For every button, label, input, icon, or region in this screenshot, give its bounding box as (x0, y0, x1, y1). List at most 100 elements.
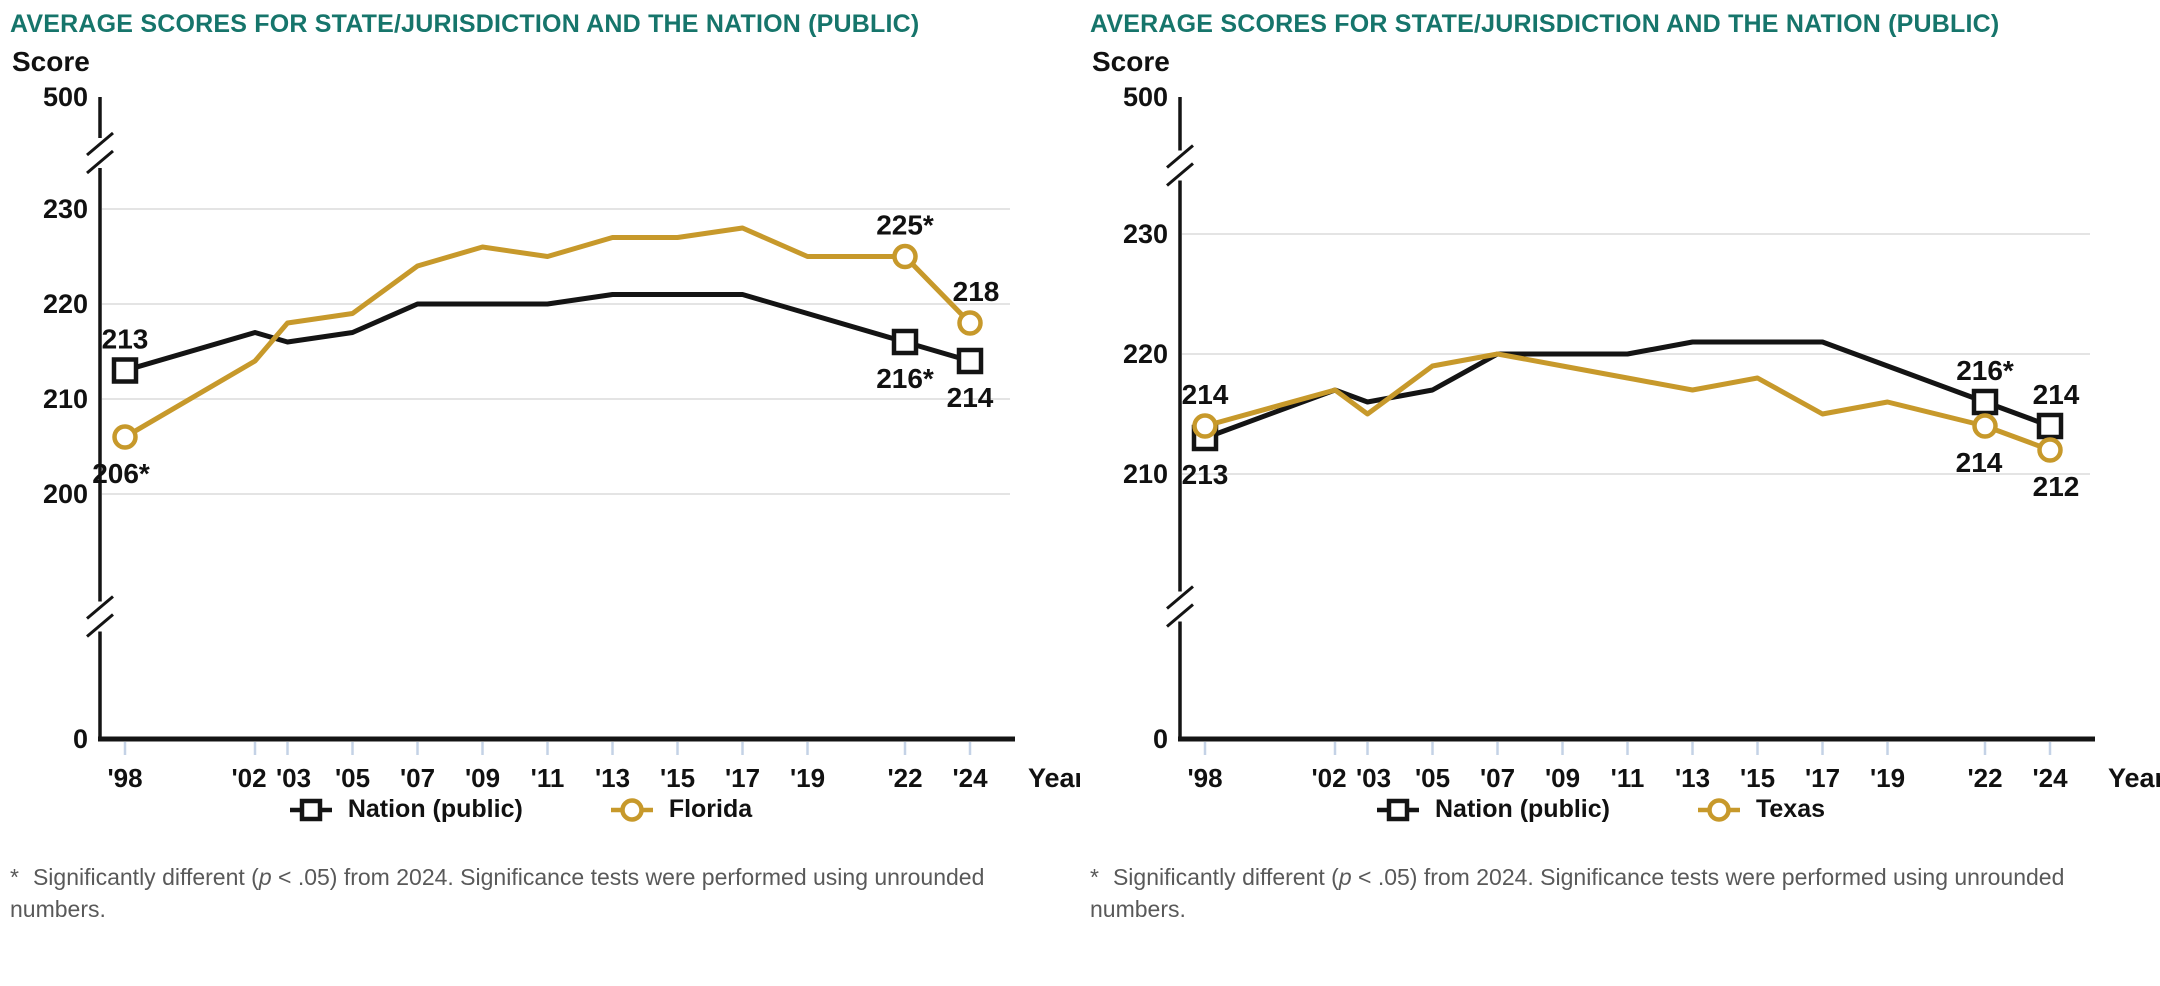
nation-line (124, 291, 971, 373)
nation-square-marker-icon (1376, 798, 1419, 821)
annotation-nation-1998: 213 (102, 323, 149, 354)
annotation-nation-2022: 216* (1956, 355, 2014, 386)
x-tick-label-2022: '22 (1967, 763, 2002, 789)
y-tick-label-220: 220 (43, 289, 88, 319)
florida-chart: '98 '02 '03 '05 '07 '09 '11 '13 '15 '17 '19 '22 '24 Y… (0, 39, 1086, 793)
x-axis-title: Year (2108, 763, 2160, 789)
x-tick-label-2009: '09 (465, 763, 500, 789)
texas-line (1204, 351, 2051, 453)
x-tick-label-2017: '17 (1805, 763, 1840, 789)
nation-marker-1998 (111, 357, 139, 384)
legend-label-florida: Florida (668, 795, 753, 824)
florida-chart-svg: '98 '02 '03 '05 '07 '09 '11 '13 '15 '17 '19 '22 '24 Y… (12, 46, 1086, 793)
y-tick-label-500: 500 (1123, 82, 1168, 112)
x-tick-label-2002: '02 (1311, 763, 1346, 789)
legend-item-nation: Nation (public) (1375, 795, 1610, 824)
x-tick-label-2024: '24 (2032, 763, 2068, 789)
x-tick-label-2011: '11 (531, 763, 565, 789)
nation-square-marker-icon (289, 798, 332, 821)
legend-item-nation: Nation (public) (288, 795, 523, 824)
footnote: * Significantly different (p < .05) from … (10, 861, 1040, 926)
x-tick-label-2015: '15 (1740, 763, 1775, 789)
axis-break-mark-1-1 (86, 613, 114, 638)
y-tick-label-0: 0 (1153, 724, 1168, 754)
florida-line (123, 225, 972, 439)
x-tick-label-1998: '98 (1187, 763, 1222, 789)
x-tick-label-2002: '02 (231, 763, 266, 789)
y-tick-label-230: 230 (43, 194, 88, 224)
y-tick-label-500: 500 (43, 82, 88, 112)
axis-break-mark-1-0 (1166, 585, 1194, 610)
x-tick-label-2022: '22 (887, 763, 922, 789)
nation-marker-2022 (1971, 388, 1999, 415)
nation-line (1204, 339, 2051, 441)
x-tick-label-2007: '07 (1480, 763, 1515, 789)
significance-star: * (10, 863, 19, 890)
y-tick-label-210: 210 (43, 384, 88, 414)
annotation-nation-2022: 216* (876, 363, 934, 394)
axis-break-mark-0-0 (1166, 144, 1194, 169)
texas-chart-svg: '98 '02 '03 '05 '07 '09 '11 '13 '15 '17 '19 '22 '24 Y… (1092, 46, 2160, 793)
x-tick-label-2019: '19 (1870, 763, 1905, 789)
x-tick-label-2017: '17 (725, 763, 760, 789)
annotation-texas-2022: 214 (1956, 447, 2003, 478)
annotation-texas-2024: 212 (2033, 471, 2080, 502)
footnote: * Significantly different (p < .05) from … (1090, 861, 2120, 926)
x-tick-label-2019: '19 (790, 763, 825, 789)
footnote-text: Significantly different (p < .05) from 2… (1090, 863, 2065, 923)
x-tick-label-2015: '15 (660, 763, 695, 789)
chart-title: AVERAGE SCORES FOR STATE/JURISDICTION AN… (1090, 10, 2000, 38)
x-tick-label-2007: '07 (400, 763, 435, 789)
chart-panel-texas: AVERAGE SCORES FOR STATE/JURISDICTION AN… (1080, 0, 2160, 986)
annotation-florida-2022: 225* (876, 209, 934, 240)
axis-break-mark-0-0 (86, 131, 114, 156)
x-tick-label-1998: '98 (107, 763, 142, 789)
chart-panel-florida: AVERAGE SCORES FOR STATE/JURISDICTION AN… (0, 10, 1086, 926)
x-tick-label-2005: '05 (335, 763, 370, 789)
axis-break-mark-0-1 (86, 149, 114, 174)
legend-item-texas: Texas (1696, 795, 1825, 824)
chart-title: AVERAGE SCORES FOR STATE/JURISDICTION AN… (10, 10, 920, 38)
texas-circle-marker-icon (1697, 798, 1740, 822)
x-tick-label-2003: '03 (276, 763, 311, 789)
x-tick-label-2005: '05 (1415, 763, 1450, 789)
x-axis-title: Year (1028, 763, 1080, 789)
axis-break-mark-0-1 (1166, 162, 1194, 187)
y-axis-title: Score (1092, 46, 1170, 77)
y-tick-label-0: 0 (73, 724, 88, 754)
x-tick-label-2009: '09 (1545, 763, 1580, 789)
legend-florida-chart: Nation (public) Florida (0, 793, 1060, 827)
legend-texas-chart: Nation (public) Texas (1060, 793, 2140, 827)
legend-label-nation: Nation (public) (1434, 795, 1610, 824)
florida-marker-2022 (892, 243, 918, 269)
annotation-florida-1998: 206* (92, 458, 150, 489)
florida-circle-marker-icon (610, 798, 653, 822)
florida-marker-1998 (112, 424, 138, 450)
significance-star: * (1090, 863, 1099, 890)
y-tick-label-210: 210 (1123, 459, 1168, 489)
texas-marker-2022 (1972, 413, 1998, 439)
annotation-nation-2024: 214 (2033, 379, 2080, 410)
axis-break-mark-1-1 (1166, 603, 1194, 628)
x-tick-label-2013: '13 (595, 763, 630, 789)
annotation-florida-2024: 218 (953, 276, 1000, 307)
annotation-nation-1998: 213 (1182, 459, 1229, 490)
x-tick-label-2011: '11 (1611, 763, 1645, 789)
legend-label-nation: Nation (public) (347, 795, 523, 824)
footnote-text: Significantly different (p < .05) from 2… (10, 863, 985, 923)
nation-marker-2024 (956, 347, 984, 374)
legend-label-texas: Texas (1755, 795, 1825, 824)
texas-marker-1998 (1192, 413, 1218, 439)
x-tick-label-2013: '13 (1675, 763, 1710, 789)
nation-marker-2022 (891, 328, 919, 355)
y-tick-label-200: 200 (43, 479, 88, 509)
annotation-texas-1998: 214 (1182, 379, 1229, 410)
y-tick-label-220: 220 (1123, 339, 1168, 369)
nation-marker-2024 (2036, 412, 2064, 439)
axis-break-mark-1-0 (86, 595, 114, 620)
florida-marker-2024 (957, 310, 983, 336)
annotation-nation-2024: 214 (947, 382, 994, 413)
texas-chart: '98 '02 '03 '05 '07 '09 '11 '13 '15 '17 '19 '22 '24 Y… (1080, 39, 2160, 793)
x-tick-label-2024: '24 (952, 763, 988, 789)
y-axis-title: Score (12, 46, 90, 77)
